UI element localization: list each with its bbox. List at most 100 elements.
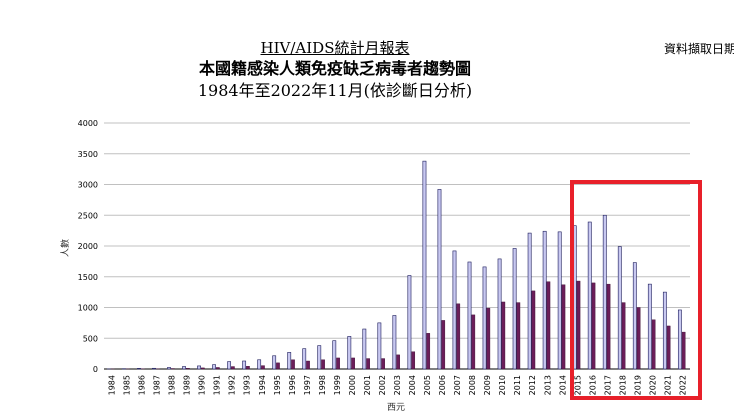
bar-series2 [666, 325, 671, 370]
bar-series2 [276, 362, 280, 370]
bar-series2 [246, 366, 250, 370]
x-tick-label: 2008 [468, 375, 477, 395]
y-axis-label: 人數 [59, 239, 71, 257]
x-tick-label: 2019 [633, 375, 642, 395]
bar-series2 [501, 301, 506, 370]
bar-series2 [651, 319, 656, 370]
chart-title: HIV/AIDS統計月報表 本國籍感染人類免疫缺乏病毒者趨勢圖 1984年至20… [120, 38, 550, 102]
x-tick-label: 1994 [258, 375, 267, 395]
source-note: 資料擷取日期 [664, 42, 734, 56]
x-tick-label: 2005 [423, 375, 432, 395]
bar-series2 [336, 357, 340, 370]
x-tick-label: 1997 [303, 375, 312, 395]
x-tick-label: 2006 [438, 375, 447, 395]
bar-series2 [576, 280, 581, 370]
y-tick-label: 3000 [78, 181, 98, 190]
y-tick-label: 500 [83, 334, 98, 343]
x-tick-label: 2010 [498, 375, 507, 395]
bar-series1 [317, 345, 322, 370]
bar-series1 [137, 368, 141, 370]
x-tick-label: 2017 [603, 375, 612, 395]
x-tick-label: 2009 [483, 375, 492, 395]
x-tick-label: 2016 [588, 375, 597, 395]
x-tick-label: 1996 [288, 375, 297, 395]
bar-series2 [291, 359, 295, 370]
bar-series2 [531, 290, 536, 370]
y-tick-label: 4000 [78, 119, 98, 128]
bar-series2 [351, 357, 355, 370]
x-tick-label: 2011 [513, 375, 522, 395]
bar-series1 [182, 366, 186, 370]
y-tick-label: 0 [93, 365, 98, 374]
bar-series2 [681, 331, 686, 370]
bar-series1 [557, 231, 562, 370]
bar-series2 [621, 302, 626, 370]
bar-series2 [471, 314, 476, 370]
bar-series2 [231, 366, 235, 370]
x-tick-label: 1999 [333, 375, 342, 395]
bar-series1 [257, 359, 262, 370]
bar-series2 [516, 302, 521, 370]
bar-series1 [587, 221, 592, 370]
x-tick-label: 2018 [618, 375, 627, 395]
bar-series1 [677, 309, 682, 370]
x-tick-label: 2002 [378, 375, 387, 395]
x-tick-label: 2007 [453, 375, 462, 395]
bar-series2 [186, 368, 190, 370]
bar-series1 [632, 262, 637, 370]
bar-series2 [411, 351, 416, 370]
title-line-2: 本國籍感染人類免疫缺乏病毒者趨勢圖 [198, 59, 471, 78]
bar-series1 [407, 275, 412, 370]
bar-series2 [366, 358, 370, 370]
y-tick-label: 2500 [78, 211, 98, 220]
y-tick-label: 3500 [78, 150, 98, 159]
bar-series2 [591, 282, 596, 370]
x-tick-label: 2012 [528, 375, 537, 395]
bar-series2 [546, 281, 551, 370]
bar-series2 [606, 283, 611, 370]
bar-series2 [636, 307, 641, 370]
bar-series1 [272, 355, 277, 370]
x-tick-label: 2015 [573, 375, 582, 395]
bar-series1 [332, 340, 337, 370]
bar-series1 [662, 291, 667, 370]
x-tick-label: 1987 [153, 375, 162, 395]
x-tick-label: 2004 [408, 375, 417, 395]
bar-series1 [542, 230, 547, 370]
x-axis-label: 西元 [387, 402, 405, 413]
bar-series2 [201, 367, 205, 370]
bar-series1 [482, 266, 487, 370]
bar-series1 [437, 189, 442, 370]
bar-series1 [242, 360, 247, 370]
bar-series1 [227, 361, 232, 370]
bar-series1 [392, 315, 397, 370]
bar-series2 [306, 360, 310, 370]
bar-series1 [302, 348, 307, 370]
bar-series2 [561, 284, 566, 370]
bar-series1 [497, 258, 502, 370]
x-tick-label: 2014 [558, 375, 567, 395]
x-tick-label: 2013 [543, 375, 552, 395]
bar-series1 [287, 352, 292, 370]
y-tick-label: 1000 [78, 304, 98, 313]
bar-series1 [467, 261, 472, 370]
bar-series1 [197, 365, 201, 370]
bar-series2 [261, 365, 265, 370]
bar-series1 [512, 248, 517, 370]
bar-series1 [212, 364, 216, 370]
x-tick-label: 1986 [138, 375, 147, 395]
x-tick-label: 1993 [243, 375, 252, 395]
bar-series1 [362, 328, 367, 370]
y-tick-label: 1500 [78, 273, 98, 282]
bar-series1 [167, 367, 171, 370]
x-tick-label: 1995 [273, 375, 282, 395]
bar-series1 [422, 160, 427, 370]
bar-series1 [152, 367, 156, 370]
x-tick-label: 2021 [663, 375, 672, 395]
bar-series2 [381, 358, 385, 370]
bar-series2 [486, 307, 491, 370]
x-tick-label: 1984 [108, 375, 117, 395]
title-line-3: 1984年至2022年11月(依診斷日分析) [197, 81, 473, 100]
bar-series1 [527, 232, 532, 370]
